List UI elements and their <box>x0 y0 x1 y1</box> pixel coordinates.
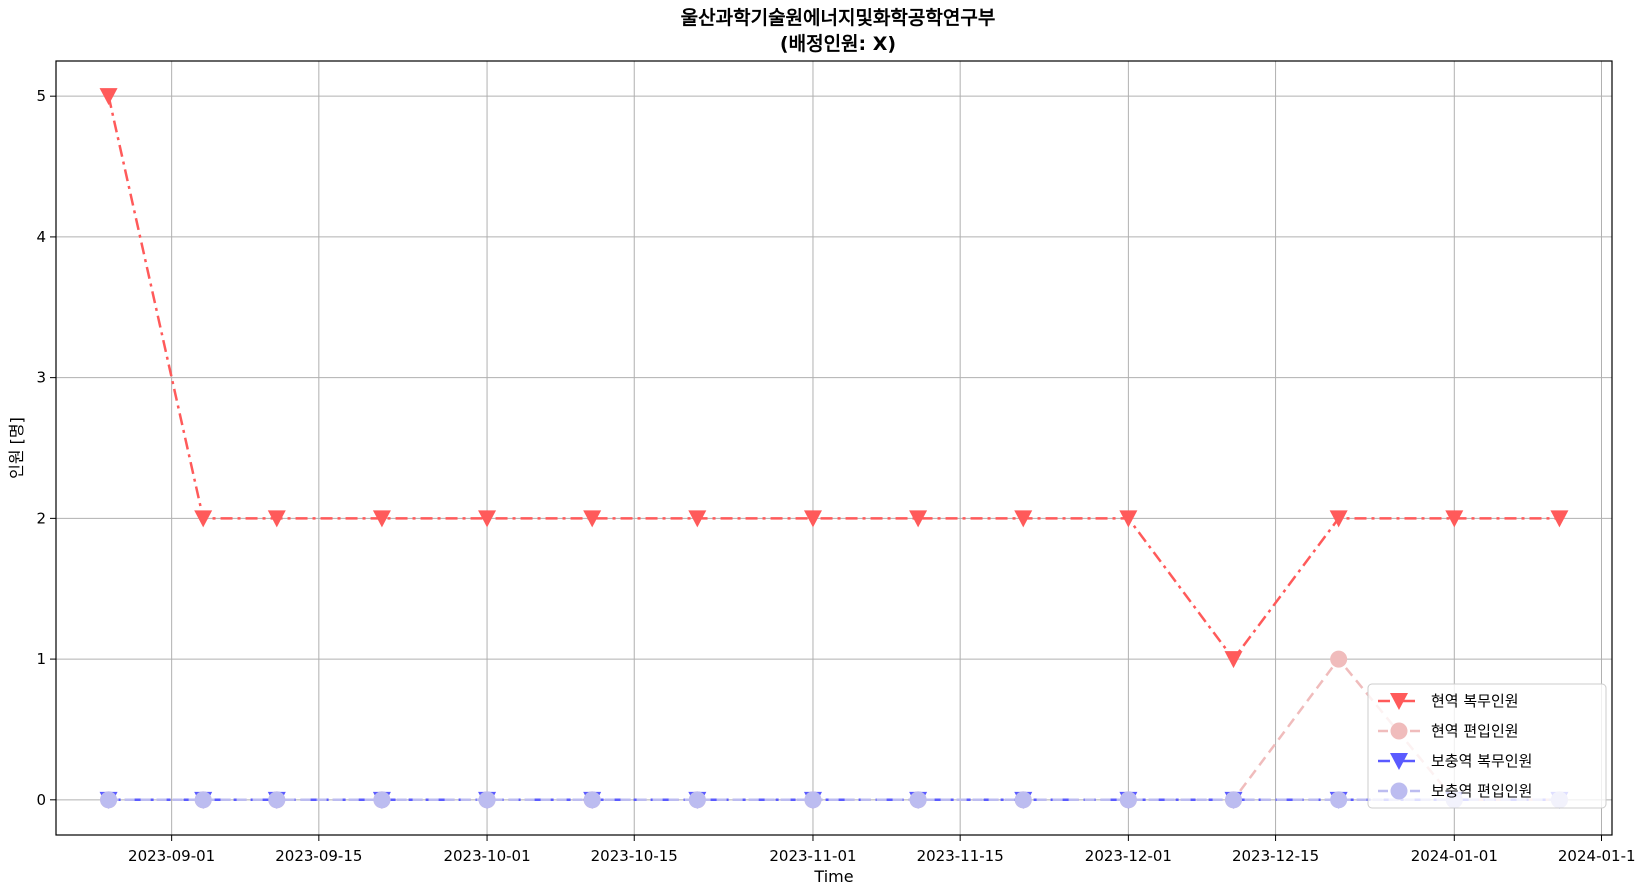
series-1-point <box>194 510 213 528</box>
series-4-point <box>373 791 391 809</box>
series-1-point <box>1550 510 1569 528</box>
legend-label-4: 보충역 편입인원 <box>1431 782 1532 800</box>
series-4-point <box>1119 791 1137 809</box>
series-4-point <box>1225 791 1243 809</box>
series-1-point <box>478 510 497 528</box>
series-1-point <box>1445 510 1464 528</box>
x-tick-label: 2024-01-15 <box>1558 847 1636 865</box>
series-2-line <box>108 657 1560 802</box>
legend-label-2: 현역 편입인원 <box>1431 722 1519 740</box>
chart-title: 울산과학기술원에너지및화학공학연구부 <box>681 7 996 29</box>
x-tick-label: 2024-01-01 <box>1411 847 1498 865</box>
y-axis-label: 인원 [명] <box>7 417 26 479</box>
legend-marker-1 <box>1390 693 1408 710</box>
series-1-point <box>1329 510 1348 528</box>
series-4-point <box>268 791 286 809</box>
y-tick-label: 4 <box>36 228 46 246</box>
series-1-point <box>372 510 391 528</box>
series-1-point <box>1119 510 1138 528</box>
legend-marker-4 <box>1390 782 1408 800</box>
series-4-point <box>804 791 822 809</box>
series-4-point <box>1330 791 1348 809</box>
legend-marker-3 <box>1390 753 1408 770</box>
series-1-point <box>803 510 822 528</box>
y-tick-label: 1 <box>36 650 46 668</box>
x-tick-label: 2023-09-15 <box>275 847 362 865</box>
x-tick-label: 2023-10-01 <box>443 847 530 865</box>
series-2 <box>100 650 1568 809</box>
x-tick-label: 2023-12-01 <box>1085 847 1172 865</box>
series-4-point <box>100 791 118 809</box>
series-1 <box>99 88 1569 669</box>
legend-box <box>1367 683 1607 809</box>
x-tick-label: 2023-12-15 <box>1232 847 1319 865</box>
y-tick-label: 5 <box>36 87 46 105</box>
ticks: 2023-09-01 2023-09-15 2023-10-01 2023-10-15… <box>36 87 1636 865</box>
series-4-point <box>1014 791 1032 809</box>
x-tick-label: 2023-11-01 <box>769 847 856 865</box>
series-4-point <box>909 791 927 809</box>
legend-marker-2 <box>1390 722 1408 740</box>
legend-label-1: 현역 복무인원 <box>1431 692 1519 710</box>
series-4-point <box>478 791 496 809</box>
series-4 <box>100 791 1568 809</box>
series-layer <box>99 88 1569 809</box>
y-tick-label: 2 <box>36 509 46 527</box>
series-2-point <box>1330 650 1348 668</box>
x-tick-label: 2023-09-01 <box>128 847 215 865</box>
x-tick-label: 2023-10-15 <box>591 847 678 865</box>
y-tick-label: 0 <box>36 791 46 809</box>
series-1-point <box>583 510 602 528</box>
series-1-point <box>267 510 286 528</box>
series-1-point <box>99 88 118 106</box>
series-1-point <box>1224 651 1243 669</box>
series-1-point <box>688 510 707 528</box>
series-4-point <box>583 791 601 809</box>
legend-label-3: 보충역 복무인원 <box>1431 752 1532 770</box>
plot-frame <box>55 60 1613 836</box>
series-1-point <box>909 510 928 528</box>
chart-subtitle: (배정인원: X) <box>780 33 896 55</box>
x-tick-label: 2023-11-15 <box>917 847 1004 865</box>
series-4-point <box>194 791 212 809</box>
series-1-point <box>1014 510 1033 528</box>
y-tick-label: 3 <box>36 369 46 387</box>
series-4-point <box>688 791 706 809</box>
x-axis-label: Time <box>813 867 853 886</box>
